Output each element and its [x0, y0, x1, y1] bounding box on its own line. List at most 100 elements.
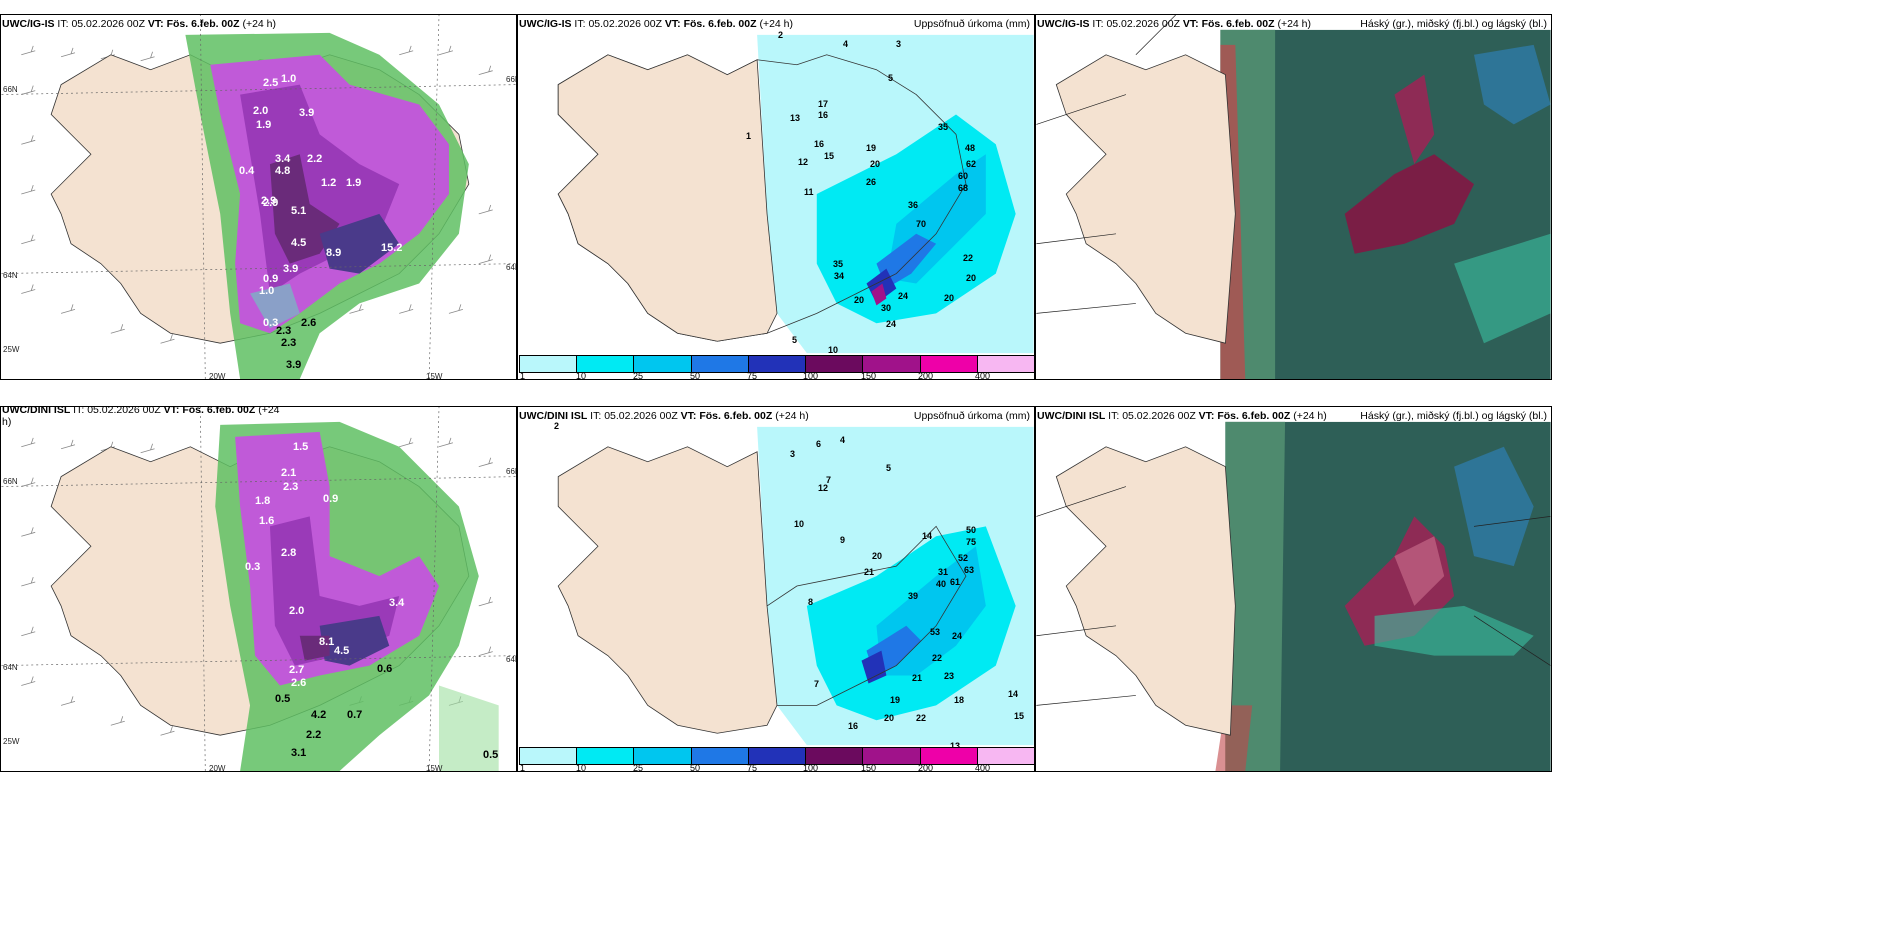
colorbar-segment [634, 356, 692, 372]
precip-value: 15 [1014, 711, 1025, 721]
precip-value: 52 [958, 553, 969, 563]
precip-value: 20 [854, 295, 865, 305]
precip-value: 30 [881, 303, 892, 313]
colorbar-tick: 50 [690, 371, 701, 380]
precip-value: 20 [944, 293, 955, 303]
value-label: 0.3 [263, 317, 279, 329]
precip-value: 19 [866, 143, 877, 153]
value-label: 3.9 [299, 107, 315, 119]
precip-value: 10 [794, 519, 805, 529]
value-label: 5.1 [291, 205, 307, 217]
value-label: 2.3 [283, 481, 299, 493]
colorbar-segment [520, 356, 578, 372]
value-label: 2.0 [253, 105, 269, 117]
panel-title: UWC/DINI ISL IT: 05.02.2026 00Z VT: Fös.… [519, 410, 809, 422]
value-label: 0.5 [483, 749, 499, 761]
value-label: 0.4 [239, 165, 255, 177]
precip-value: 16 [814, 139, 825, 149]
precip-value: 4 [843, 39, 849, 49]
value-label: 3.9 [283, 263, 299, 275]
value-label: 2.9 [261, 195, 277, 207]
map-canvas [1036, 15, 1551, 379]
precip-value: 18 [954, 695, 965, 705]
lon-label: 15W [426, 372, 443, 380]
colorbar-segment [806, 748, 864, 764]
colorbar-segment [634, 748, 692, 764]
value-label: 3.4 [275, 153, 291, 165]
precip-value: 12 [798, 157, 809, 167]
precip-value: 3 [790, 449, 796, 459]
value-label: 1.5 [293, 441, 309, 453]
precip-value: 75 [966, 537, 977, 547]
precip-value: 17 [818, 99, 829, 109]
value-label: 0.9 [263, 273, 279, 285]
precip-value: 24 [886, 319, 897, 329]
panel-subtitle: Uppsöfnuð úrkoma (mm) [913, 410, 1030, 422]
precip-value: 3 [896, 39, 902, 49]
map-canvas [518, 407, 1034, 771]
value-label: 3.4 [389, 597, 405, 609]
precip-value: 68 [958, 183, 969, 193]
map-canvas [1036, 407, 1551, 771]
precip-value: 12 [818, 483, 829, 493]
panel-title: UWC/DINI ISL IT: 05.02.2026 00Z VT: Fös.… [2, 406, 280, 428]
panel-subtitle: Uppsöfnuð úrkoma (mm) [913, 18, 1030, 30]
precip-value: 61 [950, 577, 961, 587]
colorbar-segment [977, 748, 1034, 764]
colorbar-tick: 75 [747, 371, 758, 380]
colorbar-segment [691, 748, 749, 764]
value-label: 2.5 [263, 77, 279, 89]
value-label: 4.5 [334, 645, 350, 657]
panel-dini-precip: 2 6 4 5 3 12 7 10 9 20 21 14 50 75 52 63… [517, 406, 1035, 772]
precip-value: 39 [908, 591, 919, 601]
precip-value: 2 [778, 30, 784, 40]
precip-value: 16 [848, 721, 859, 731]
lat-label: 66N [3, 85, 18, 94]
value-label: 15.2 [381, 242, 403, 254]
panel-dini-snow: 1.5 2.1 2.3 1.8 1.6 2.8 2.0 4.5 8.1 0.3 … [0, 406, 517, 772]
colorbar-segment [520, 748, 578, 764]
precip-value: 21 [864, 567, 875, 577]
panel-ig-is-precip: 2 4 3 5 17 16 13 15 12 11 16 19 20 26 35… [517, 14, 1035, 380]
colorbar-tick: 10 [576, 371, 587, 380]
value-label: 1.9 [256, 119, 272, 131]
value-label: 1.0 [281, 73, 297, 85]
lat-label: 66N [506, 467, 516, 476]
precip-value: 36 [908, 200, 919, 210]
colorbar-segment [748, 748, 807, 764]
precip-value: 20 [870, 159, 881, 169]
value-label: 3.1 [291, 747, 307, 759]
value-label: 1.8 [255, 495, 271, 507]
precip-value: 8 [808, 597, 814, 607]
precip-value: 19 [890, 695, 901, 705]
value-label: 2.9 [263, 197, 279, 209]
precip-value: 6 [816, 439, 822, 449]
lat-label: 66N [506, 75, 516, 84]
precip-value: 50 [966, 525, 977, 535]
value-label: 0.5 [275, 693, 291, 705]
colorbar-segment [577, 356, 635, 372]
colorbar-tick: 100 [803, 763, 819, 772]
value-label: 1.2 [321, 177, 337, 189]
panel-title: UWC/DINI ISL IT: 05.02.2026 00Z VT: Fös.… [1037, 410, 1327, 422]
panel-ig-is-snow: 2.5 1.0 2.0 1.9 3.9 2.9 3.4 4.8 2.2 1.2 … [0, 14, 517, 380]
value-label: 3.9 [286, 359, 302, 371]
precip-value: 20 [966, 273, 977, 283]
value-label: 1.6 [259, 515, 275, 527]
panel-dini-clouds: UWC/DINI ISL IT: 05.02.2026 00Z VT: Fös.… [1035, 406, 1552, 772]
lon-label: 25W [3, 737, 20, 746]
value-label: 8.1 [319, 636, 335, 648]
precip-value: 1 [746, 131, 752, 141]
value-label: 0.6 [377, 663, 393, 675]
colorbar-segment [920, 356, 978, 372]
value-label: 2.8 [281, 547, 297, 559]
precip-value: 20 [884, 713, 895, 723]
precip-value: 70 [916, 219, 927, 229]
colorbar-segment [691, 356, 749, 372]
precip-value: 31 [938, 567, 949, 577]
panel-title: UWC/IG-IS IT: 05.02.2026 00Z VT: Fös. 6.… [1037, 18, 1312, 30]
colorbar-segment [806, 356, 864, 372]
precip-value: 60 [958, 171, 969, 181]
map-canvas [518, 15, 1034, 379]
precip-value: 53 [930, 627, 941, 637]
